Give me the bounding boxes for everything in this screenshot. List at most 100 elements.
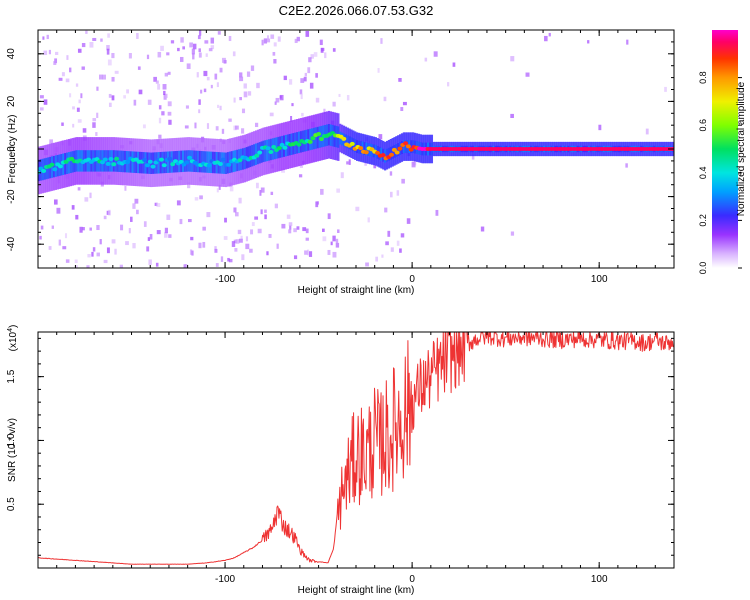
heatmap-ridge-cell (310, 136, 316, 141)
heatmap-speckle (378, 134, 383, 140)
heatmap-speckle (155, 80, 159, 84)
heatmap-speckle (39, 95, 44, 99)
heatmap-speckle (263, 38, 268, 44)
heatmap-speckle (198, 52, 202, 58)
heatmap-speckle (276, 243, 279, 249)
heatmap-speckle (96, 86, 99, 91)
heatmap-speckle (260, 209, 263, 215)
heatmap-speckle (321, 47, 325, 51)
heatmap-speckle (246, 71, 251, 77)
heatmap-speckle (283, 75, 287, 81)
snr-x-tick-label: 0 (409, 574, 415, 585)
heatmap-speckle (133, 99, 137, 106)
heatmap-band (284, 134, 288, 157)
heatmap-speckle (217, 104, 220, 108)
heatmap-speckle (51, 225, 54, 229)
heatmap-speckle (136, 209, 139, 215)
heatmap-speckle (332, 101, 336, 107)
heatmap-speckle (274, 203, 278, 209)
heatmap-speckle (111, 53, 115, 59)
heatmap-speckle (300, 93, 303, 100)
heatmap-band (168, 151, 172, 173)
heatmap-speckle (259, 189, 262, 196)
heatmap-speckle (365, 262, 369, 267)
heatmap-speckle (72, 123, 75, 128)
heatmap-speckle (136, 33, 139, 39)
heatmap-speckle (241, 108, 246, 114)
heatmap-ridge-cell (142, 158, 148, 163)
snr-y-tick-label: 1.5 (6, 369, 17, 383)
heatmap-band (316, 126, 319, 149)
heatmap-speckle (184, 125, 189, 129)
heatmap-speckle (237, 229, 242, 235)
heatmap-speckle (167, 111, 172, 116)
heatmap-ridge-cell (318, 136, 324, 141)
heatmap-speckle (400, 233, 405, 238)
heatmap-speckle (243, 83, 247, 89)
heatmap-speckle (645, 128, 649, 135)
heatmap-speckle (270, 191, 274, 196)
heatmap-speckle (119, 264, 123, 268)
heatmap-speckle (206, 212, 211, 218)
heatmap-ridge-cell (187, 155, 193, 160)
heatmap-speckle (202, 241, 206, 248)
heatmap-speckle (664, 86, 667, 92)
heatmap-band (266, 139, 269, 162)
heatmap-speckle (251, 222, 255, 227)
heatmap-ridge-cell (102, 157, 108, 162)
heatmap-speckle (206, 123, 210, 129)
figure-title: C2E2.2026.066.07.53.G32 (279, 3, 434, 18)
heatmap-speckle (266, 35, 269, 40)
heatmap-speckle (198, 99, 201, 105)
heatmap-speckle (219, 105, 222, 111)
heatmap-speckle (132, 203, 136, 209)
heatmap-speckle (288, 222, 293, 226)
heatmap-speckle (198, 242, 202, 249)
heatmap-speckle (191, 250, 194, 256)
heatmap-speckle (155, 262, 159, 267)
heatmap-ridge-cell (100, 160, 106, 165)
heatmap-speckle (82, 128, 87, 133)
heatmap-speckle (191, 48, 195, 55)
heatmap-speckle (58, 239, 61, 246)
heatmap-speckle (224, 217, 227, 223)
heatmap-speckle (58, 77, 63, 81)
heatmap-speckle (163, 90, 166, 96)
heatmap-band (157, 152, 160, 174)
heatmap-speckle (220, 256, 224, 262)
heatmap-band (247, 146, 250, 168)
heatmap-band (309, 128, 312, 151)
heatmap-ridge-cell (403, 141, 409, 146)
heatmap-band (54, 155, 58, 177)
heatmap-band (354, 139, 357, 153)
heatmap-ridge-cell (144, 163, 150, 168)
heatmap-speckle (319, 39, 323, 46)
heatmap-speckle (85, 30, 88, 34)
heatmap-speckle (91, 251, 94, 257)
spectrogram-x-tick-label: -100 (215, 274, 235, 285)
heatmap-band (170, 151, 174, 173)
heatmap-speckle (82, 227, 85, 231)
heatmap-speckle (75, 83, 79, 87)
heatmap-band (271, 138, 275, 160)
heatmap-ridge-cell (316, 131, 322, 136)
heatmap-ridge-cell (49, 162, 55, 167)
heatmap-speckle (301, 112, 304, 117)
heatmap-speckle (315, 97, 320, 103)
heatmap-ridge-cell (389, 152, 395, 157)
heatmap-speckle (194, 122, 197, 129)
heatmap-speckle (335, 242, 340, 248)
heatmap-speckle (125, 241, 129, 246)
heatmap-ridge-cell (41, 168, 47, 173)
heatmap-speckle (364, 161, 367, 166)
heatmap-speckle (111, 76, 115, 82)
heatmap-speckle (153, 76, 157, 82)
heatmap-speckle (304, 72, 308, 77)
heatmap-speckle (281, 223, 286, 229)
heatmap-ridge-cell (158, 157, 164, 162)
heatmap-ridge-cell (217, 161, 223, 166)
heatmap-band (264, 140, 267, 162)
heatmap-ridge-cell (57, 164, 63, 169)
heatmap-band (135, 151, 138, 174)
heatmap-speckle (238, 238, 243, 243)
